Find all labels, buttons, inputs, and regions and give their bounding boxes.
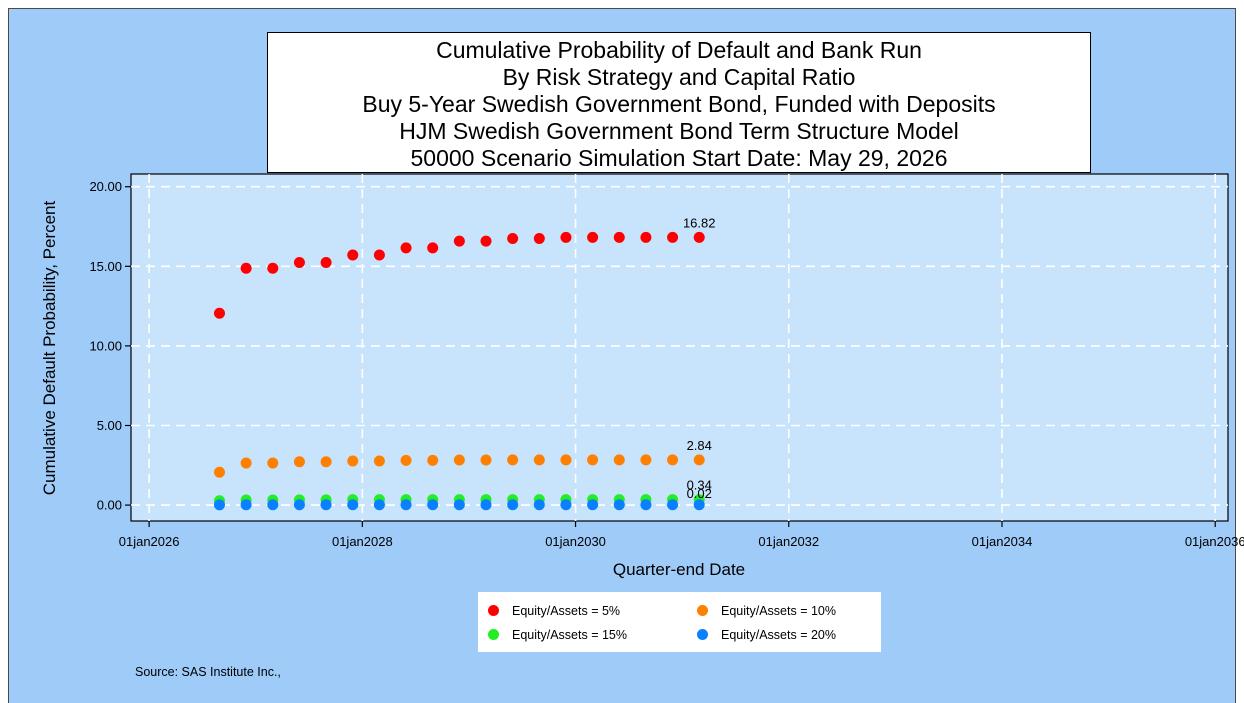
data-point-series-2 (667, 454, 679, 466)
legend-dot-icon (488, 605, 499, 616)
end-value-label: 16.82 (683, 215, 716, 230)
data-point-series-1 (693, 231, 705, 243)
chart-title: Cumulative Probability of Default and Ba… (267, 32, 1091, 173)
data-point-series-2 (507, 454, 519, 466)
data-point-series-1 (507, 232, 519, 244)
data-point-series-1 (213, 307, 225, 319)
title-line-3: Buy 5-Year Swedish Government Bond, Fund… (362, 91, 996, 117)
data-point-series-2 (240, 457, 252, 469)
x-axis-label: Quarter-end Date (613, 560, 745, 579)
data-point-series-4 (240, 499, 252, 511)
data-point-series-2 (320, 456, 332, 468)
data-point-series-4 (347, 499, 359, 511)
data-point-series-4 (640, 499, 652, 511)
y-tick-label: 15.00 (89, 259, 122, 274)
data-point-series-4 (587, 499, 599, 511)
data-point-series-4 (373, 499, 385, 511)
data-point-series-4 (453, 499, 465, 511)
data-point-series-1 (480, 235, 492, 247)
end-value-label: 2.84 (687, 438, 712, 453)
x-axis: 01jan2026 01jan2028 01jan2030 01jan2032 01ja… (119, 521, 1244, 549)
data-point-series-4 (427, 499, 439, 511)
plot-area (130, 173, 1229, 522)
data-point-series-2 (533, 454, 545, 466)
data-point-series-2 (560, 454, 572, 466)
y-tick-label: 20.00 (89, 179, 122, 194)
data-point-series-2 (640, 454, 652, 466)
legend-dot-icon (697, 605, 708, 616)
data-points (213, 231, 705, 511)
data-point-series-2 (267, 457, 279, 469)
legend-dot-icon (488, 629, 499, 640)
y-tick-label: 5.00 (97, 418, 122, 433)
data-point-series-2 (613, 454, 625, 466)
end-value-label: 0.02 (687, 486, 712, 501)
y-axis-label: Cumulative Default Probability, Percent (40, 200, 59, 495)
data-point-series-2 (400, 454, 412, 466)
x-tick-label: 01jan2028 (332, 534, 393, 549)
data-point-series-1 (240, 262, 252, 274)
data-point-series-4 (213, 499, 225, 511)
data-point-series-2 (373, 455, 385, 467)
data-point-series-2 (347, 455, 359, 467)
data-point-series-1 (347, 249, 359, 261)
data-point-series-1 (427, 242, 439, 254)
title-line-4: HJM Swedish Government Bond Term Structu… (399, 118, 959, 144)
legend: Equity/Assets = 5% Equity/Assets = 10% E… (478, 592, 881, 652)
data-point-series-4 (267, 499, 279, 511)
data-point-series-2 (693, 454, 705, 466)
data-point-series-2 (427, 454, 439, 466)
legend-label: Equity/Assets = 20% (721, 628, 836, 642)
data-point-series-2 (293, 456, 305, 468)
data-point-series-2 (480, 454, 492, 466)
data-point-series-1 (400, 242, 412, 254)
data-point-series-1 (613, 231, 625, 243)
x-tick-label: 01jan2036 (1185, 534, 1244, 549)
data-point-series-1 (267, 262, 279, 274)
data-point-series-4 (533, 499, 545, 511)
legend-dot-icon (697, 629, 708, 640)
end-labels: 16.82 2.84 0.340.02 (683, 215, 716, 500)
data-point-series-1 (560, 231, 572, 243)
x-tick-label: 01jan2026 (119, 534, 180, 549)
end-value-label: 0.34 (687, 478, 712, 493)
data-point-series-4 (320, 499, 332, 511)
data-point-series-1 (320, 257, 332, 269)
data-point-series-1 (587, 231, 599, 243)
data-point-series-1 (667, 231, 679, 243)
y-tick-label: 0.00 (97, 498, 122, 513)
data-point-series-4 (293, 499, 305, 511)
title-line-2: By Risk Strategy and Capital Ratio (502, 64, 856, 90)
data-point-series-4 (693, 499, 705, 511)
legend-label: Equity/Assets = 10% (721, 604, 836, 618)
data-point-series-1 (293, 257, 305, 269)
y-tick-label: 10.00 (89, 338, 122, 353)
legend-label: Equity/Assets = 15% (512, 628, 627, 642)
data-point-series-4 (667, 499, 679, 511)
data-point-series-4 (480, 499, 492, 511)
data-point-series-1 (640, 231, 652, 243)
data-point-series-4 (560, 499, 572, 511)
legend-label: Equity/Assets = 5% (512, 604, 621, 618)
data-point-series-1 (533, 232, 545, 244)
x-tick-label: 01jan2032 (758, 534, 819, 549)
data-point-series-4 (613, 499, 625, 511)
source-note: Source: SAS Institute Inc., (135, 665, 281, 679)
x-tick-label: 01jan2034 (972, 534, 1033, 549)
title-line-5: 50000 Scenario Simulation Start Date: Ma… (410, 145, 948, 171)
y-axis: 0.00 5.00 10.00 15.00 20.00 (89, 179, 131, 513)
grid-lines (131, 174, 1228, 521)
data-point-series-4 (507, 499, 519, 511)
title-line-1: Cumulative Probability of Default and Ba… (436, 37, 922, 63)
data-point-series-1 (453, 235, 465, 247)
data-point-series-2 (587, 454, 599, 466)
data-point-series-2 (213, 466, 225, 478)
x-tick-label: 01jan2030 (545, 534, 606, 549)
data-point-series-2 (453, 454, 465, 466)
data-point-series-4 (400, 499, 412, 511)
data-point-series-1 (373, 249, 385, 261)
